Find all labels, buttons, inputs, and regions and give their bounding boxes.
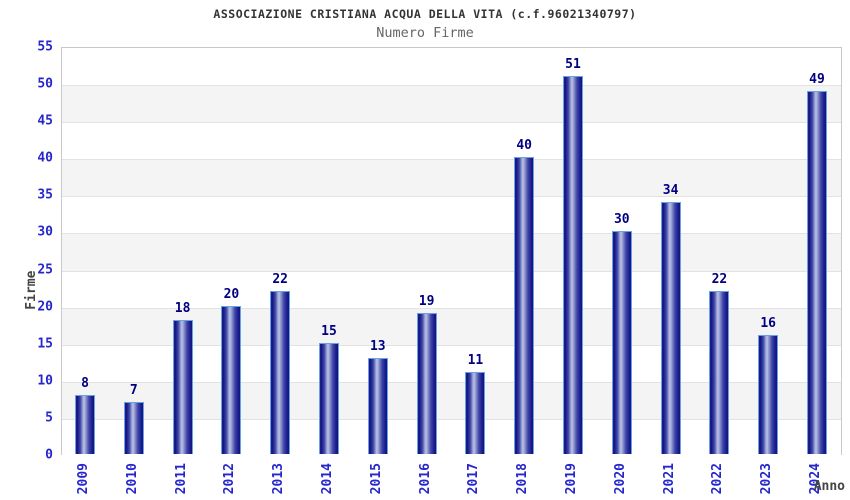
y-tick-label: 25 — [37, 262, 53, 278]
gridline — [62, 271, 841, 272]
bar-value-label: 22 — [711, 272, 728, 287]
bar-value-label: 49 — [809, 72, 825, 87]
bar-2014 — [319, 343, 339, 454]
x-tick-label: 2019 — [564, 463, 579, 495]
background-band — [62, 233, 841, 271]
x-tick-label: 2016 — [418, 463, 433, 495]
bar-value-label: 18 — [174, 301, 191, 316]
x-tick-label: 2017 — [466, 463, 481, 495]
y-tick-label: 40 — [37, 150, 53, 166]
bar-value-label: 20 — [223, 287, 240, 302]
bar-value-label: 11 — [467, 353, 484, 368]
chart-subtitle: Numero Firme — [376, 25, 474, 41]
y-tick-label: 50 — [37, 76, 53, 92]
bar-value-label: 8 — [81, 376, 89, 391]
x-tick-label: 2022 — [710, 463, 725, 495]
bar-2010 — [124, 402, 144, 454]
y-tick-label: 20 — [37, 299, 53, 315]
gridline — [62, 85, 841, 86]
bar-value-label: 16 — [760, 316, 777, 331]
bar-value-label: 34 — [662, 183, 679, 198]
bar-2023 — [758, 335, 778, 454]
y-tick-label: 30 — [37, 224, 53, 240]
bar-2011 — [173, 320, 193, 454]
y-tick-label: 10 — [37, 373, 53, 389]
gridline — [62, 382, 841, 383]
gridline — [62, 196, 841, 197]
bar-2024 — [807, 91, 827, 454]
x-tick-label: 2011 — [174, 463, 189, 495]
x-axis-title: Anno — [813, 479, 845, 494]
x-tick-label: 2020 — [613, 463, 628, 495]
x-tick-label: 2023 — [759, 463, 774, 495]
x-tick-label: 2009 — [76, 463, 91, 495]
bar-2016 — [417, 313, 437, 454]
bar-2019 — [563, 76, 583, 454]
bar-value-label: 15 — [321, 324, 337, 339]
bar-value-label: 22 — [272, 272, 289, 287]
gridline — [62, 122, 841, 123]
bar-value-label: 40 — [516, 138, 533, 153]
bar-value-label: 51 — [565, 57, 581, 72]
gridline — [62, 308, 841, 309]
bar-2021 — [661, 202, 681, 454]
y-tick-label: 15 — [37, 336, 53, 352]
bar-2012 — [221, 306, 241, 454]
y-tick-label: 45 — [37, 113, 53, 129]
x-tick-label: 2010 — [125, 463, 140, 495]
x-tick-label: 2015 — [369, 463, 384, 495]
bar-2017 — [465, 372, 485, 454]
gridline — [62, 419, 841, 420]
bar-value-label: 7 — [129, 383, 138, 398]
chart-title: ASSOCIAZIONE CRISTIANA ACQUA DELLA VITA … — [213, 7, 637, 21]
y-axis-title: Firme — [24, 270, 39, 310]
y-tick-label: 5 — [45, 410, 53, 426]
gridline — [62, 345, 841, 346]
plot-area: 8 7 18 20 22 15 13 19 11 40 51 30 34 22 16 49 — [61, 47, 842, 456]
gridline — [62, 159, 841, 160]
y-tick-label: 0 — [45, 447, 53, 463]
background-band — [62, 196, 841, 234]
bar-2015 — [368, 358, 388, 454]
bar-value-label: 13 — [369, 339, 386, 354]
bar-2009 — [75, 395, 95, 454]
x-tick-label: 2018 — [515, 463, 530, 495]
background-band — [62, 122, 841, 160]
x-tick-label: 2013 — [271, 463, 286, 495]
x-tick-label: 2021 — [662, 463, 677, 495]
background-band — [62, 48, 841, 86]
bar-2018 — [514, 157, 534, 454]
bar-2022 — [709, 291, 729, 454]
y-tick-label: 55 — [37, 39, 53, 55]
bar-2013 — [270, 291, 290, 454]
x-tick-label: 2012 — [222, 463, 237, 495]
bar-value-label: 19 — [418, 294, 435, 309]
gridline — [62, 233, 841, 234]
x-tick-label: 2014 — [320, 463, 335, 495]
bar-2020 — [612, 231, 632, 454]
y-tick-label: 35 — [37, 187, 53, 203]
bar-value-label: 30 — [613, 212, 630, 227]
background-band — [62, 159, 841, 197]
background-band — [62, 85, 841, 123]
